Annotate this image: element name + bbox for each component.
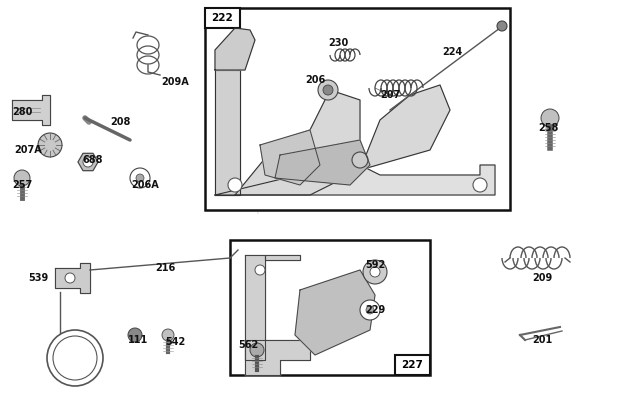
Polygon shape: [235, 90, 360, 195]
Text: 542: 542: [165, 337, 185, 347]
Circle shape: [128, 328, 142, 342]
Bar: [230, 240, 430, 375]
Text: 539: 539: [28, 273, 48, 283]
Polygon shape: [295, 270, 375, 355]
Circle shape: [255, 265, 265, 275]
Text: 111: 111: [128, 335, 148, 345]
Text: 230: 230: [328, 38, 348, 48]
Text: 562: 562: [238, 340, 258, 350]
Circle shape: [363, 260, 387, 284]
Text: 688: 688: [82, 155, 104, 165]
Circle shape: [228, 178, 242, 192]
Bar: [395, 355, 430, 375]
Text: 216: 216: [155, 263, 175, 273]
Circle shape: [53, 336, 97, 380]
Circle shape: [497, 21, 507, 31]
Text: 592: 592: [365, 260, 385, 270]
Circle shape: [541, 109, 559, 127]
Circle shape: [323, 85, 333, 95]
Circle shape: [83, 157, 93, 167]
Text: 201: 201: [532, 335, 552, 345]
Circle shape: [366, 306, 374, 314]
Polygon shape: [245, 255, 300, 360]
Circle shape: [250, 343, 264, 357]
Polygon shape: [360, 85, 450, 170]
Text: 257: 257: [12, 180, 32, 190]
Polygon shape: [215, 165, 495, 195]
Polygon shape: [78, 153, 98, 171]
Polygon shape: [275, 140, 370, 185]
Text: 227: 227: [402, 360, 423, 370]
Circle shape: [162, 329, 174, 341]
Text: 206: 206: [305, 75, 325, 85]
Circle shape: [136, 174, 144, 182]
Text: 208: 208: [110, 117, 130, 127]
Circle shape: [65, 273, 75, 283]
Text: 280: 280: [12, 107, 32, 117]
Circle shape: [38, 133, 62, 157]
Circle shape: [360, 300, 380, 320]
Bar: [205, 8, 240, 28]
Polygon shape: [245, 340, 310, 375]
Text: 258: 258: [538, 123, 558, 133]
Circle shape: [318, 80, 338, 100]
Text: 207A: 207A: [14, 145, 42, 155]
Circle shape: [473, 178, 487, 192]
Circle shape: [14, 170, 30, 186]
Text: 209A: 209A: [161, 77, 189, 87]
Text: 206A: 206A: [131, 180, 159, 190]
Polygon shape: [12, 95, 50, 125]
Circle shape: [130, 168, 150, 188]
Circle shape: [370, 267, 380, 277]
Polygon shape: [215, 70, 240, 195]
Polygon shape: [55, 263, 90, 293]
Text: eReplacementParts.com: eReplacementParts.com: [234, 201, 386, 214]
Polygon shape: [215, 28, 255, 70]
Text: 209: 209: [532, 273, 552, 283]
Circle shape: [47, 330, 103, 386]
Text: 222: 222: [211, 13, 233, 23]
Polygon shape: [260, 130, 320, 185]
Text: 229: 229: [365, 305, 385, 315]
Text: 207: 207: [380, 90, 400, 100]
Text: 224: 224: [442, 47, 462, 57]
Circle shape: [352, 152, 368, 168]
Bar: [205, 8, 510, 210]
